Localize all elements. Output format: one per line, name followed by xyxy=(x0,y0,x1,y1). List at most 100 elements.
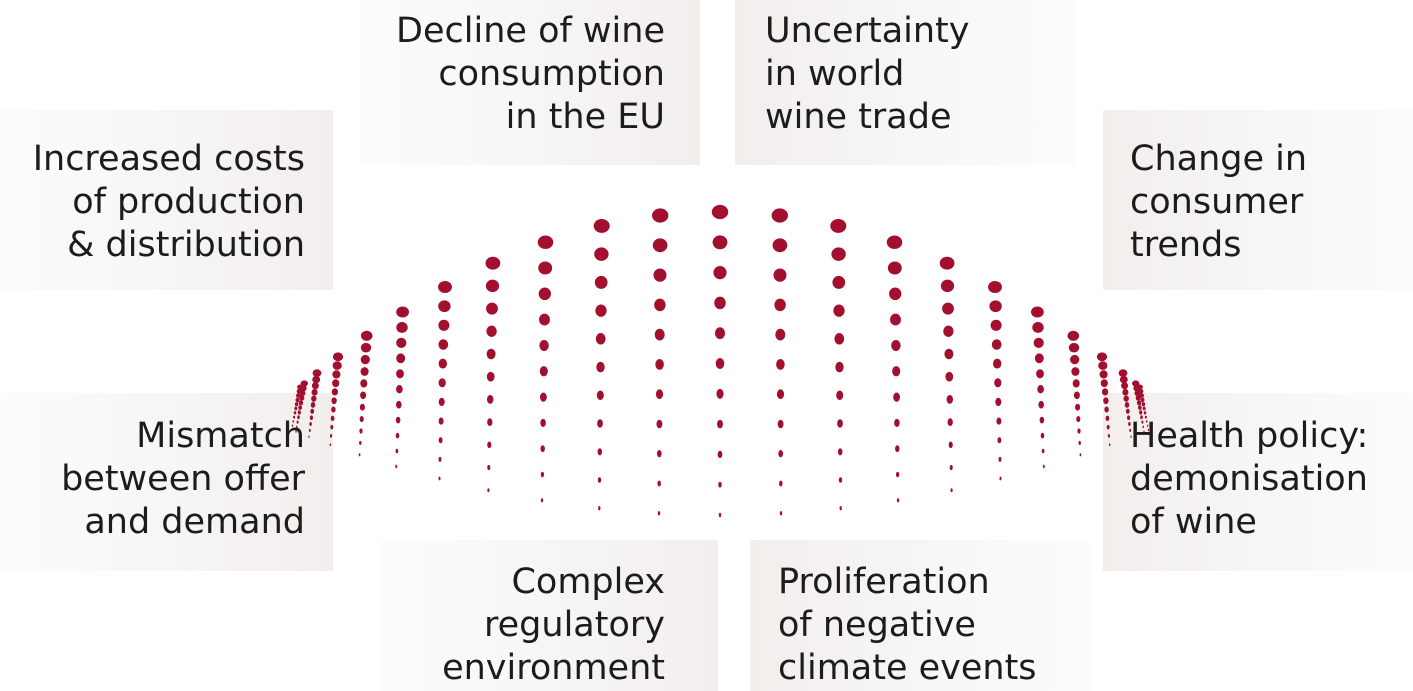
dot xyxy=(778,450,783,457)
dot xyxy=(312,389,318,396)
dot xyxy=(1074,391,1080,399)
dot xyxy=(999,477,1001,481)
dot xyxy=(597,419,603,427)
dot xyxy=(1043,465,1045,468)
dot xyxy=(1077,428,1080,433)
dot xyxy=(889,288,901,301)
dot xyxy=(653,238,668,252)
dot xyxy=(836,391,843,401)
dot xyxy=(893,392,900,401)
dot xyxy=(777,389,784,399)
dot xyxy=(312,376,320,383)
dot xyxy=(1122,389,1128,396)
dot xyxy=(486,280,499,292)
dot xyxy=(359,441,361,445)
dot xyxy=(840,506,842,510)
dot xyxy=(439,398,445,406)
dot xyxy=(1042,449,1045,454)
dot xyxy=(438,281,452,293)
dot xyxy=(891,340,900,351)
challenge-line: regulatory xyxy=(484,605,665,645)
dot xyxy=(837,419,843,427)
dot xyxy=(1144,411,1147,414)
dot xyxy=(487,372,495,382)
dot xyxy=(1106,416,1110,421)
dot xyxy=(396,449,399,454)
dot xyxy=(1138,389,1143,394)
challenge-line: Health policy: xyxy=(1130,416,1368,456)
dot xyxy=(997,437,1001,443)
dot xyxy=(652,208,668,222)
dot xyxy=(360,391,366,399)
dot xyxy=(395,465,397,468)
challenge-line: in world xyxy=(765,54,904,94)
dot xyxy=(1104,406,1108,412)
dot xyxy=(331,406,335,412)
dot xyxy=(310,415,313,420)
dot xyxy=(1125,402,1130,408)
dot xyxy=(993,359,1001,369)
dot xyxy=(598,477,601,483)
dot xyxy=(948,418,953,426)
dot xyxy=(299,395,304,401)
dot xyxy=(486,303,498,315)
dot xyxy=(595,276,608,289)
dot xyxy=(361,343,371,353)
dot xyxy=(540,392,547,401)
dot xyxy=(540,419,546,427)
dot xyxy=(941,280,954,292)
dot xyxy=(713,266,726,279)
dot xyxy=(995,398,1001,406)
dot xyxy=(1143,407,1146,411)
dot xyxy=(299,400,303,405)
dot xyxy=(888,261,902,274)
dot xyxy=(1073,379,1080,387)
dot xyxy=(309,422,312,426)
dot xyxy=(487,488,489,492)
dot xyxy=(833,304,844,316)
dot xyxy=(773,268,786,281)
box-backgrounds xyxy=(0,0,1413,691)
dot xyxy=(539,340,548,351)
dot xyxy=(772,208,788,222)
dot xyxy=(996,417,1001,424)
dot xyxy=(540,366,548,376)
dot xyxy=(439,378,446,387)
dot xyxy=(992,339,1002,350)
dot xyxy=(396,401,402,409)
dot xyxy=(360,404,365,411)
dot xyxy=(1031,306,1044,317)
dot xyxy=(598,448,603,455)
dot xyxy=(487,349,496,360)
dot xyxy=(895,445,899,452)
dot xyxy=(1126,409,1130,414)
dot xyxy=(486,257,501,270)
dot xyxy=(897,498,899,502)
dot xyxy=(332,370,340,378)
dot xyxy=(1036,369,1044,378)
dot xyxy=(594,247,608,261)
dot xyxy=(774,299,785,312)
dot xyxy=(943,326,953,337)
dot xyxy=(890,314,901,326)
challenge-line: wine trade xyxy=(765,97,952,137)
dot xyxy=(332,379,339,387)
challenge-line: consumer xyxy=(1130,182,1304,222)
challenge-line: Uncertainty xyxy=(765,11,969,51)
dot xyxy=(1107,425,1110,430)
dot xyxy=(1068,331,1080,341)
challenge-line: consumption xyxy=(438,54,665,94)
dot xyxy=(718,482,722,488)
dot xyxy=(359,428,362,433)
dot xyxy=(942,303,954,315)
dot xyxy=(361,367,369,376)
dot xyxy=(438,477,440,481)
dot xyxy=(596,333,606,345)
dot xyxy=(298,410,301,414)
dot xyxy=(438,300,450,312)
dot xyxy=(1070,355,1079,364)
dot xyxy=(991,320,1002,331)
dot xyxy=(539,314,550,326)
challenge-line: Decline of wine xyxy=(396,11,665,51)
